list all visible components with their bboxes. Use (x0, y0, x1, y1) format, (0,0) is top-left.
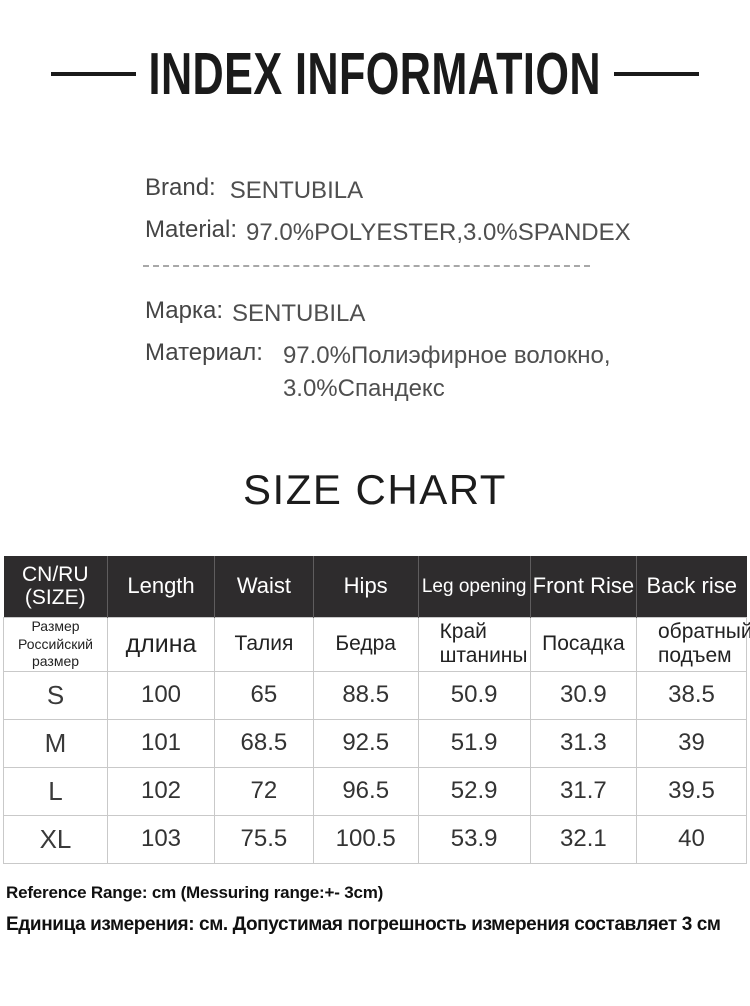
material-label-en: Material: (145, 216, 238, 244)
page-title-row: INDEX INFORMATION (0, 40, 750, 107)
cell-leg-opening: 50.9 (417, 670, 531, 720)
header-cell-ru-size: Размер Российский размер (2, 617, 109, 672)
header-cell-cnru-size: CN/RU (SIZE) (3, 555, 108, 618)
cell-front-rise: 31.3 (529, 718, 637, 768)
cell-length: 102 (107, 766, 215, 816)
product-info-en: Brand: SENTUBILA Material: 97.0%POLYESTE… (0, 174, 750, 249)
reference-note-ru: Единица измерения: см. Допустимая погреш… (6, 913, 721, 935)
cell-leg-opening: 52.9 (417, 766, 531, 816)
material-line-ru: Материал: 97.0%Полиэфирное волокно, 3.0%… (145, 339, 750, 405)
brand-line-en: Brand: SENTUBILA (145, 174, 750, 207)
cell-size: S (2, 670, 109, 720)
cell-waist: 72 (214, 766, 314, 816)
brand-line-ru: Марка: SENTUBILA (145, 297, 750, 330)
header-cell-ru-length: длина (107, 617, 215, 672)
reference-notes: Reference Range: cm (Messuring range:+- … (6, 883, 750, 936)
cell-waist: 68.5 (214, 718, 314, 768)
size-chart-title: SIZE CHART (243, 465, 507, 513)
page-title: INDEX INFORMATION (148, 40, 602, 107)
size-chart-table: CN/RU (SIZE) Length Waist Hips Leg openi… (2, 555, 750, 864)
cell-front-rise: 32.1 (529, 814, 637, 864)
table-row-xl: XL 103 75.5 100.5 53.9 32.1 40 (2, 814, 748, 864)
title-rule-left (51, 72, 137, 76)
brand-value-ru: SENTUBILA (232, 300, 366, 328)
cell-back-rise: 39.5 (635, 766, 748, 816)
cell-back-rise: 40 (635, 814, 748, 864)
cell-front-rise: 31.7 (529, 766, 637, 816)
title-rule-right (613, 72, 699, 76)
header-cell-front-rise: Front Rise (529, 555, 637, 618)
cell-length: 101 (107, 718, 215, 768)
dotted-divider (143, 265, 590, 268)
brand-value-en: SENTUBILA (229, 177, 364, 204)
header-cell-ru-hips: Бедра (312, 617, 419, 672)
cell-back-rise: 38.5 (635, 670, 748, 720)
table-row-s: S 100 65 88.5 50.9 30.9 38.5 (2, 670, 748, 720)
table-header-row-en: CN/RU (SIZE) Length Waist Hips Leg openi… (3, 555, 747, 618)
brand-label-en: Brand: (145, 174, 216, 201)
brand-label-ru: Марка: (145, 297, 223, 325)
cell-size: XL (2, 814, 109, 864)
table-row-l: L 102 72 96.5 52.9 31.7 39.5 (2, 766, 748, 816)
cell-size: L (2, 766, 109, 816)
cell-leg-opening: 51.9 (417, 718, 531, 768)
cell-size: M (2, 718, 109, 768)
header-cell-back-rise: Back rise (635, 555, 747, 618)
cell-hips: 96.5 (312, 766, 419, 816)
product-info-page: INDEX INFORMATION Brand: SENTUBILA Mater… (0, 40, 750, 936)
cell-front-rise: 30.9 (529, 670, 637, 720)
material-value-en: 97.0%POLYESTER,3.0%SPANDEX (246, 219, 631, 247)
material-value-ru: 97.0%Полиэфирное волокно, 3.0%Спандекс (282, 342, 611, 403)
cell-back-rise: 39 (635, 718, 748, 768)
cell-leg-opening: 53.9 (417, 814, 531, 864)
material-label-ru: Материал: (145, 339, 263, 367)
table-row-m: M 101 68.5 92.5 51.9 31.3 39 (2, 718, 748, 768)
header-cell-leg-opening: Leg opening (417, 555, 531, 618)
header-cell-hips: Hips (312, 555, 419, 618)
reference-note-en: Reference Range: cm (Messuring range:+- … (6, 882, 384, 902)
header-cell-waist: Waist (214, 555, 314, 618)
cell-waist: 65 (214, 670, 314, 720)
header-cell-ru-back-rise: обратный подъем (635, 617, 750, 672)
header-cell-ru-front-rise: Посадка (529, 617, 637, 672)
header-cell-ru-leg-opening: Край штанины (417, 617, 531, 672)
cell-waist: 75.5 (214, 814, 314, 864)
header-cell-length: Length (107, 555, 215, 618)
material-line-en: Material: 97.0%POLYESTER,3.0%SPANDEX (145, 216, 750, 249)
cell-length: 103 (107, 814, 215, 864)
product-info-ru: Марка: SENTUBILA Материал: 97.0%Полиэфир… (0, 297, 750, 405)
table-header-row-ru: Размер Российский размер длина Талия Бед… (2, 617, 750, 672)
cell-hips: 88.5 (312, 670, 419, 720)
header-cell-ru-waist: Талия (214, 617, 314, 672)
cell-hips: 100.5 (312, 814, 419, 864)
cell-hips: 92.5 (312, 718, 419, 768)
cell-length: 100 (107, 670, 215, 720)
